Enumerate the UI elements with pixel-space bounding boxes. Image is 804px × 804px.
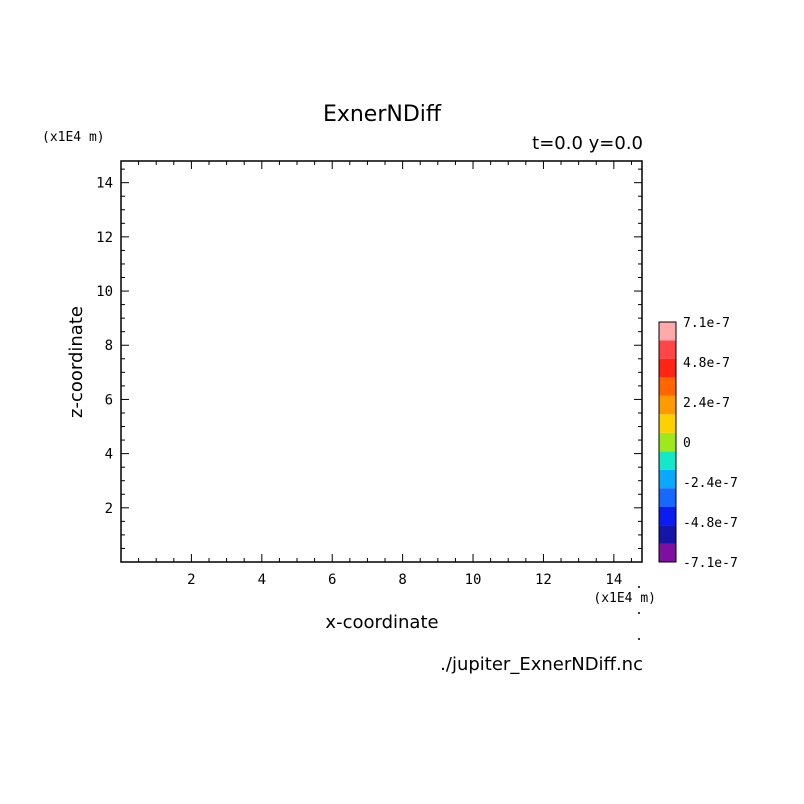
colorbar-segment: [659, 506, 676, 526]
x-tick-label: 6: [328, 572, 336, 588]
y-tick-label: 8: [105, 338, 113, 354]
y-unit-label: (x1E4 m): [42, 130, 105, 145]
dot-marker: [638, 586, 640, 588]
y-axis-label: z-coordinate: [66, 306, 87, 418]
colorbar-label: 2.4e-7: [683, 396, 730, 411]
y-axis-tick-labels: 2 4 6 8 10 12 14: [96, 176, 113, 517]
y-tick-label: 10: [96, 284, 113, 300]
chart-subtitle: t=0.0 y=0.0: [532, 133, 643, 154]
x-unit-label: (x1E4 m): [593, 591, 656, 606]
colorbar-segment: [659, 358, 676, 378]
colorbar-segment: [659, 451, 676, 470]
y-tick-label: 14: [96, 176, 113, 192]
colorbar-segment: [659, 543, 676, 562]
colorbar-labels: -7.1e-7 -4.8e-7 -2.4e-7 0 2.4e-7 4.8e-7 7.1e-7: [683, 316, 738, 571]
plot-area: [120, 160, 643, 563]
colorbar-segment: [659, 488, 676, 507]
source-file-label: ./jupiter_ExnerNDiff.nc: [440, 654, 643, 675]
chart-title: ExnerNDiff: [323, 102, 442, 127]
x-tick-label: 4: [258, 572, 266, 588]
colorbar-label: -4.8e-7: [683, 516, 738, 531]
colorbar-segment: [659, 377, 676, 396]
x-axis-tick-labels: 2 4 6 8 10 12 14: [187, 572, 622, 588]
y-tick-label: 2: [105, 501, 113, 517]
colorbar-segment: [659, 432, 676, 452]
y-tick-label: 6: [105, 392, 113, 408]
colorbar-segment: [659, 340, 676, 359]
colorbar-segment: [659, 525, 676, 544]
colorbar-segment: [659, 395, 676, 415]
colorbar-segment: [659, 469, 676, 489]
colorbar: [658, 321, 677, 563]
colorbar-label: -2.4e-7: [683, 476, 738, 491]
x-tick-label: 12: [535, 572, 552, 588]
y-tick-label: 4: [105, 447, 113, 463]
colorbar-segment: [659, 414, 676, 433]
x-tick-label: 14: [605, 572, 622, 588]
colorbar-label: 7.1e-7: [683, 316, 730, 331]
colorbar-label: 4.8e-7: [683, 356, 730, 371]
y-axis-ticks: [121, 168, 642, 549]
colorbar-segment: [659, 322, 676, 341]
colorbar-label: 0: [683, 436, 691, 451]
colorbar-frame: [658, 321, 677, 563]
x-tick-label: 2: [187, 572, 195, 588]
x-axis-label: x-coordinate: [325, 612, 438, 633]
x-tick-label: 8: [398, 572, 406, 588]
dot-marker: [638, 612, 640, 614]
colorbar-label: -7.1e-7: [683, 556, 738, 571]
y-tick-label: 12: [96, 230, 113, 246]
dot-marker: [638, 638, 640, 640]
x-axis-ticks: [138, 161, 632, 562]
x-tick-label: 10: [465, 572, 482, 588]
